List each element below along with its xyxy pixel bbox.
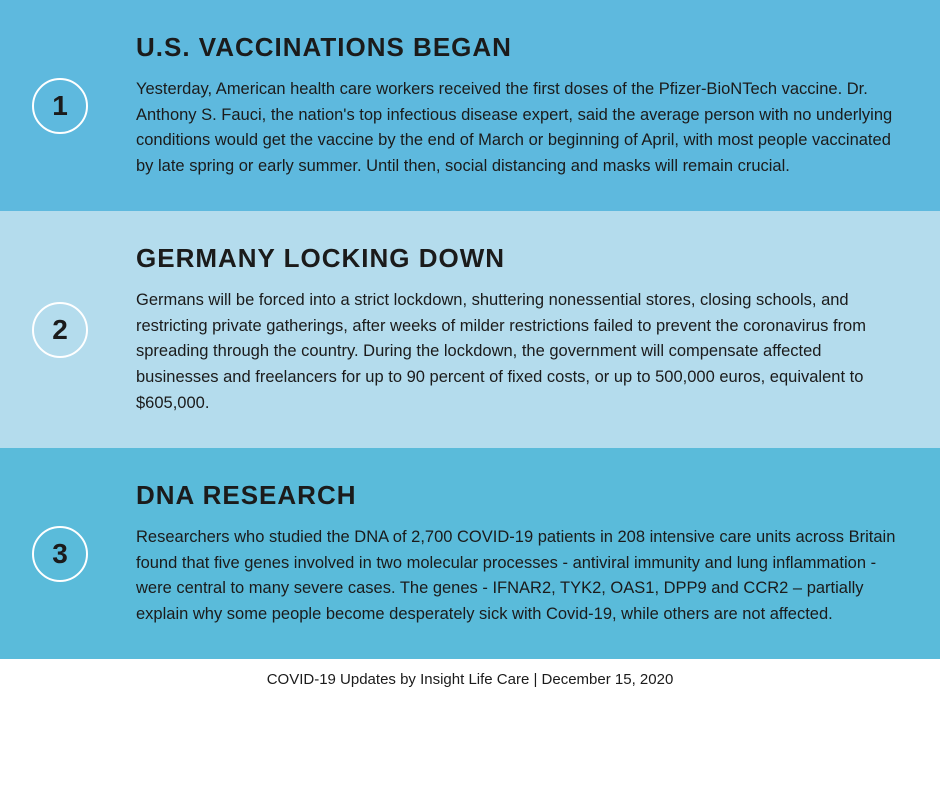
section-2-number: 2	[32, 302, 88, 358]
section-3-number: 3	[32, 526, 88, 582]
section-1-content: U.S. VACCINATIONS BEGAN Yesterday, Ameri…	[136, 32, 900, 179]
section-1: 1 U.S. VACCINATIONS BEGAN Yesterday, Ame…	[0, 0, 940, 211]
section-1-body: Yesterday, American health care workers …	[136, 77, 900, 179]
section-2-body: Germans will be forced into a strict loc…	[136, 288, 900, 416]
section-3: 3 DNA RESEARCH Researchers who studied t…	[0, 448, 940, 659]
section-3-title: DNA RESEARCH	[136, 480, 900, 511]
section-3-body: Researchers who studied the DNA of 2,700…	[136, 525, 900, 627]
section-2-title: GERMANY LOCKING DOWN	[136, 243, 900, 274]
section-1-number: 1	[32, 78, 88, 134]
section-2: 2 GERMANY LOCKING DOWN Germans will be f…	[0, 211, 940, 448]
section-3-content: DNA RESEARCH Researchers who studied the…	[136, 480, 900, 627]
section-2-content: GERMANY LOCKING DOWN Germans will be for…	[136, 243, 900, 416]
footer: COVID-19 Updates by Insight Life Care | …	[0, 659, 940, 702]
section-1-title: U.S. VACCINATIONS BEGAN	[136, 32, 900, 63]
infographic-container: 1 U.S. VACCINATIONS BEGAN Yesterday, Ame…	[0, 0, 940, 702]
